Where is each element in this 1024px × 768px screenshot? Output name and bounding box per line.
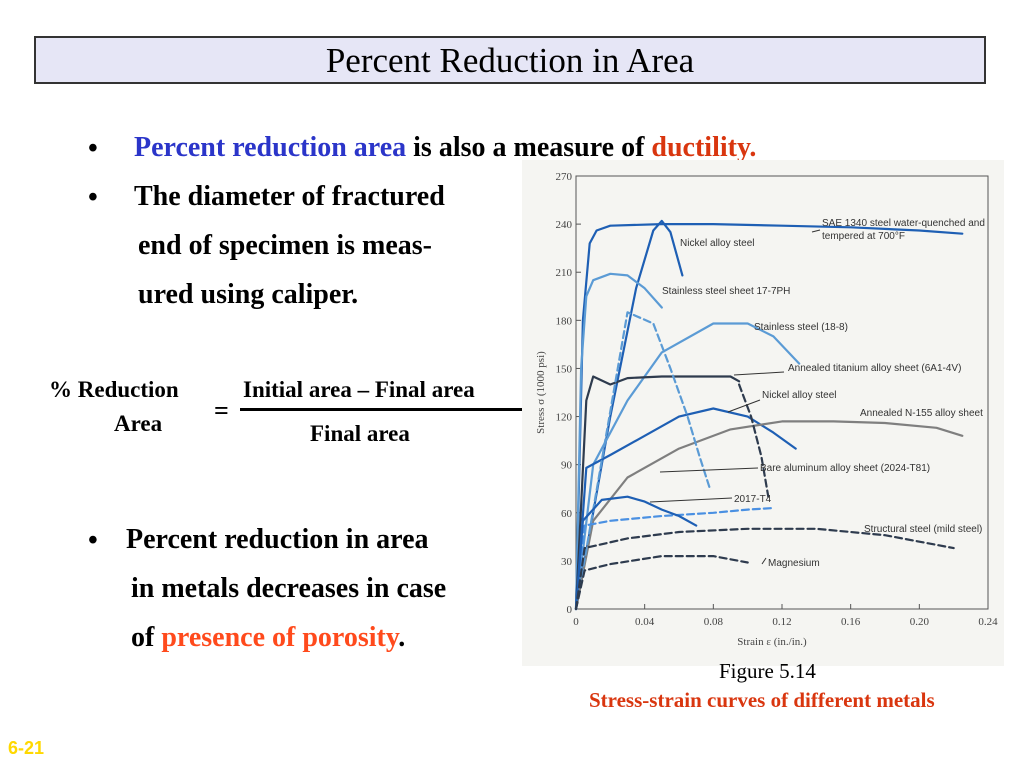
x-tick-label: 0.08	[704, 616, 724, 628]
series-label: SAE 1340 steel water-quenched and	[822, 218, 985, 229]
series-line	[574, 495, 698, 611]
label-leader-line	[727, 399, 761, 413]
bullet-1-highlight: Percent reduction area	[134, 132, 407, 163]
formula-denominator: Final area	[310, 421, 410, 446]
chart-svg: 0 30 60 90 120 150 180 210 240 270 0 0.04 0.08 0.12 0.…	[535, 171, 998, 648]
figure-number: Figure 5.14	[719, 659, 816, 683]
x-tick-label: 0.12	[772, 616, 791, 628]
formula-lhs-line-1: % Reduction	[49, 377, 179, 402]
bullet-2-line-2: end of specimen is meas-	[138, 230, 432, 261]
series-label: Magnesium	[768, 558, 820, 569]
series-line	[574, 506, 775, 611]
series-line	[574, 375, 741, 611]
series-line	[574, 311, 711, 611]
fraction-bar	[240, 408, 522, 411]
y-tick-label: 0	[567, 604, 573, 616]
formula-numerator: Initial area – Final area	[243, 377, 475, 402]
y-tick-label: 210	[556, 267, 573, 279]
chart-series-group	[574, 219, 964, 611]
series-line	[574, 527, 955, 611]
x-tick-label: 0.24	[978, 616, 998, 628]
series-label: Stainless steel sheet 17-7PH	[662, 286, 790, 297]
series-line	[574, 407, 797, 611]
bullet-marker: •	[88, 182, 98, 213]
bullet-3-line-3: of presence of porosity.	[131, 623, 405, 653]
series-line	[574, 272, 663, 611]
series-label: Annealed N-155 alloy sheet	[860, 408, 983, 419]
slide-number: 6-21	[8, 738, 45, 758]
x-tick-label: 0.16	[841, 616, 861, 628]
x-tick-label: 0	[573, 616, 579, 628]
bullet-marker: •	[88, 525, 98, 556]
label-leader-line	[811, 229, 821, 233]
series-line	[574, 420, 964, 611]
y-axis-label: Stress σ (1000 psi)	[535, 351, 547, 434]
label-leader-line	[733, 371, 785, 376]
chart-series-labels: SAE 1340 steel water-quenched and tempere…	[649, 218, 985, 569]
x-tick-label: 0.04	[635, 616, 655, 628]
series-label: Annealed titanium alloy sheet (6A1-4V)	[788, 363, 961, 374]
series-label: Structural steel (mild steel)	[864, 524, 982, 535]
formula-equals: =	[214, 396, 229, 425]
bullet-marker: •	[88, 133, 98, 164]
label-leader-line	[761, 557, 767, 565]
series-line	[574, 555, 749, 611]
series-label: 2017-T4	[734, 494, 772, 505]
y-tick-label: 60	[561, 508, 573, 520]
series-label: tempered at 700°F	[822, 231, 905, 242]
slide-title: Percent Reduction in Area	[325, 41, 695, 80]
label-leader-line	[649, 497, 733, 503]
bullet-1-text: Percent reduction area is also a measure…	[134, 133, 756, 163]
series-label: Nickel alloy steel	[680, 238, 754, 249]
formula-lhs-line-2: Area	[114, 411, 163, 436]
bullet-3-keyword: presence of porosity	[161, 622, 399, 653]
series-label: Nickel alloy steel	[762, 390, 836, 401]
stress-strain-chart: 0 30 60 90 120 150 180 210 240 270 0 0.04 0.08 0.12 0.…	[522, 160, 1004, 666]
bullet-3-prefix: of	[131, 622, 162, 653]
y-tick-label: 90	[561, 460, 573, 472]
series-label: Stainless steel (18-8)	[754, 322, 848, 333]
bullet-3-period: .	[398, 622, 406, 653]
y-tick-label: 30	[561, 556, 573, 568]
y-tick-label: 120	[556, 412, 573, 424]
x-tick-label: 0.20	[910, 616, 930, 628]
bullet-2-line-3: ured using caliper.	[138, 279, 359, 310]
bullet-3-line-2: in metals decreases in case	[131, 573, 447, 604]
y-tick-label: 150	[556, 363, 573, 375]
title-bar: Percent Reduction in Area	[34, 36, 986, 84]
series-line	[574, 322, 801, 611]
bullet-3-line-1: Percent reduction in area	[126, 524, 429, 555]
x-axis-label: Strain ε (in./in.)	[737, 636, 807, 648]
y-tick-label: 180	[556, 315, 573, 327]
bullet-1-keyword: ductility.	[651, 132, 757, 163]
y-tick-label: 240	[556, 219, 573, 231]
bullet-2-line-1: The diameter of fractured	[134, 181, 445, 212]
series-line	[574, 222, 964, 611]
series-label: Bare aluminum alloy sheet (2024-T81)	[760, 463, 930, 474]
label-leader-line	[659, 467, 759, 473]
y-tick-label: 270	[556, 171, 573, 183]
series-line	[738, 383, 770, 498]
figure-caption: Stress-strain curves of different metals	[589, 688, 935, 712]
bullet-1-middle: is also a measure of	[406, 132, 652, 163]
series-line	[574, 219, 684, 611]
